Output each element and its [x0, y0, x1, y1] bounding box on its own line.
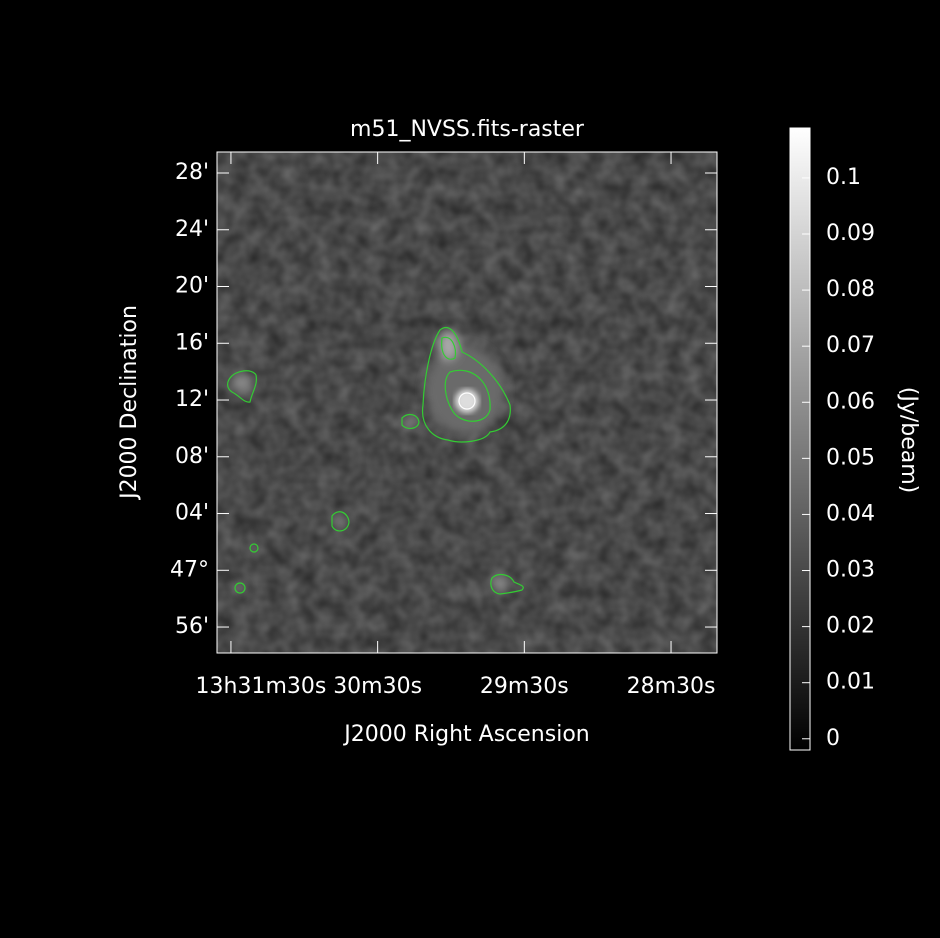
- x-tick-label: 30m30s: [333, 674, 422, 699]
- y-axis-label: J2000 Declination: [117, 305, 142, 501]
- colorbar-tick-label: 0.01: [826, 670, 875, 695]
- colorbar-tick-label: 0.03: [826, 558, 875, 583]
- colorbar-tick-label: 0.07: [826, 333, 875, 358]
- x-tick-label: 28m30s: [627, 674, 716, 699]
- y-tick-label: 47°: [170, 557, 209, 582]
- y-tick-label: 24': [175, 217, 209, 242]
- y-tick-label: 08': [175, 444, 209, 469]
- y-tick-label: 56': [175, 614, 209, 639]
- x-axis-label: J2000 Right Ascension: [342, 722, 589, 747]
- plot-title: m51_NVSS.fits-raster: [350, 117, 585, 142]
- colorbar-tick-label: 0: [826, 726, 840, 751]
- raster-image: [217, 152, 717, 653]
- colorbar-tick-label: 0.1: [826, 165, 861, 190]
- colorbar-tick-label: 0.05: [826, 445, 875, 470]
- contours: [227, 327, 524, 595]
- plot-frame: [216, 151, 718, 654]
- y-tick-label: 28': [175, 160, 209, 185]
- x-tick-label: 29m30s: [480, 674, 569, 699]
- y-tick-label: 16': [175, 330, 209, 355]
- colorbar-tick-label: 0.02: [826, 614, 875, 639]
- colorbar-tick-label: 0.09: [826, 221, 875, 246]
- colorbar: [789, 127, 811, 751]
- colorbar-tick-label: 0.04: [826, 501, 875, 526]
- colorbar-tick-label: 0.08: [826, 277, 875, 302]
- y-tick-label: 12': [175, 387, 209, 412]
- colorbar-tick-label: 0.06: [826, 389, 875, 414]
- y-tick-label: 04': [175, 501, 209, 526]
- x-tick-label: 13h31m30s: [196, 674, 327, 699]
- y-tick-label: 20': [175, 274, 209, 299]
- colorbar-label: (Jy/beam): [896, 387, 921, 494]
